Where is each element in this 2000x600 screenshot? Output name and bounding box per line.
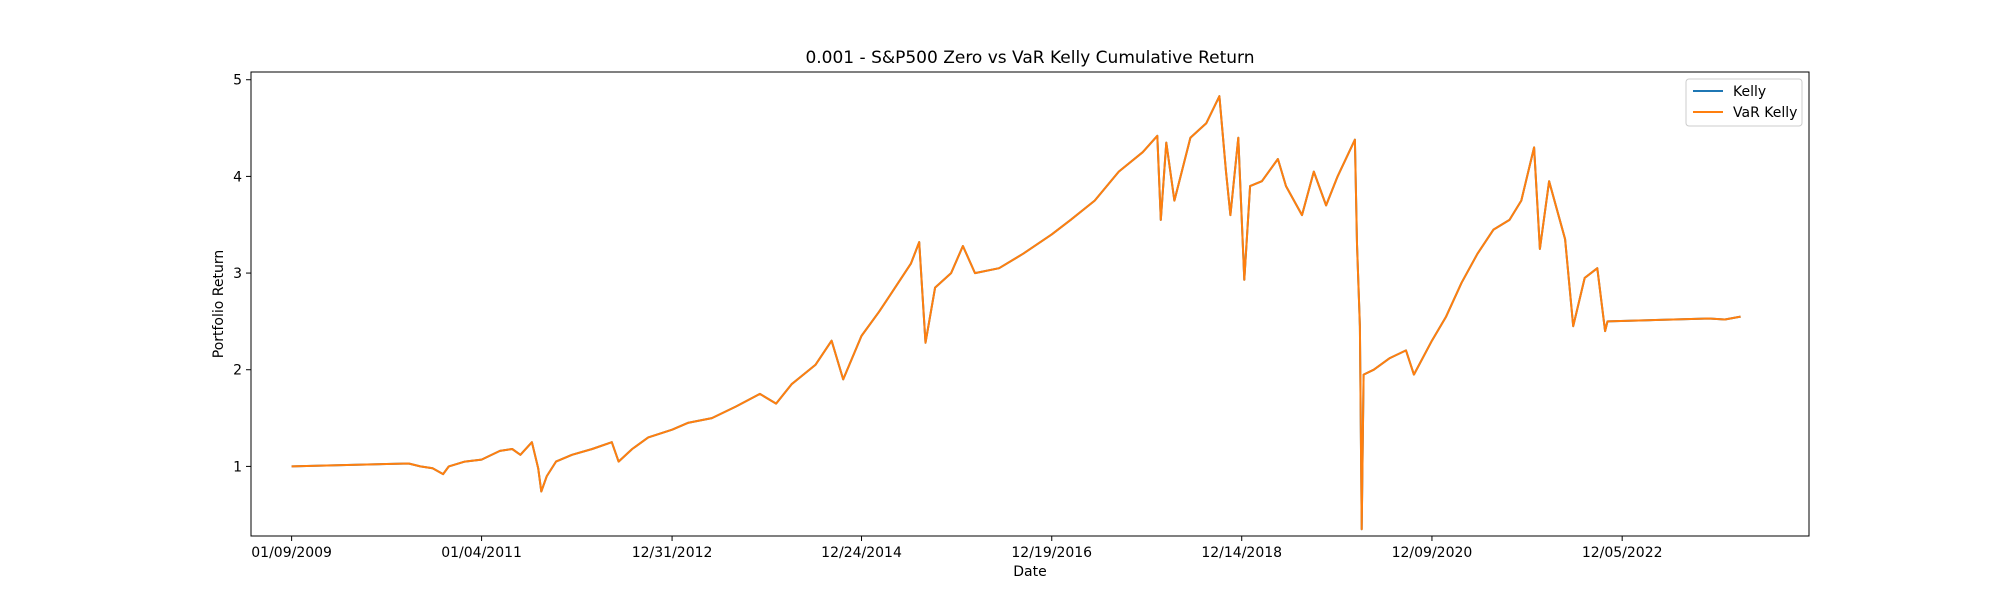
y-tick-label: 1 (233, 459, 242, 475)
x-tick-label: 12/09/2020 (1392, 545, 1473, 561)
x-tick-label: 01/09/2009 (251, 545, 332, 561)
legend: Kelly VaR Kelly (1685, 78, 1803, 127)
x-axis-label: Date (1013, 564, 1046, 580)
y-axis-label: Portfolio Return (211, 250, 227, 359)
x-tick-label: 01/04/2011 (441, 545, 522, 561)
plot-frame (250, 71, 1810, 537)
y-tick-label: 4 (233, 169, 242, 185)
y-tick-label: 3 (233, 266, 242, 282)
series-line-var-kelly (291, 95, 1741, 531)
x-tick-label: 12/31/2012 (632, 545, 713, 561)
x-axis: 01/09/2009 01/04/2011 12/31/2012 12/24/2014… (251, 536, 1663, 561)
y-axis: 1 2 3 4 5 (233, 73, 251, 475)
legend-label-kelly: Kelly (1733, 84, 1766, 100)
x-tick-label: 12/14/2018 (1201, 545, 1282, 561)
x-tick-label: 12/05/2022 (1582, 545, 1663, 561)
x-tick-label: 12/24/2014 (821, 545, 902, 561)
y-tick-label: 5 (233, 73, 242, 89)
y-tick-label: 2 (233, 363, 242, 379)
plot-lines (291, 95, 1741, 531)
chart-title: 0.001 - S&P500 Zero vs VaR Kelly Cumulat… (805, 48, 1254, 68)
x-tick-label: 12/19/2016 (1011, 545, 1092, 561)
legend-label-var-kelly: VaR Kelly (1733, 105, 1797, 121)
